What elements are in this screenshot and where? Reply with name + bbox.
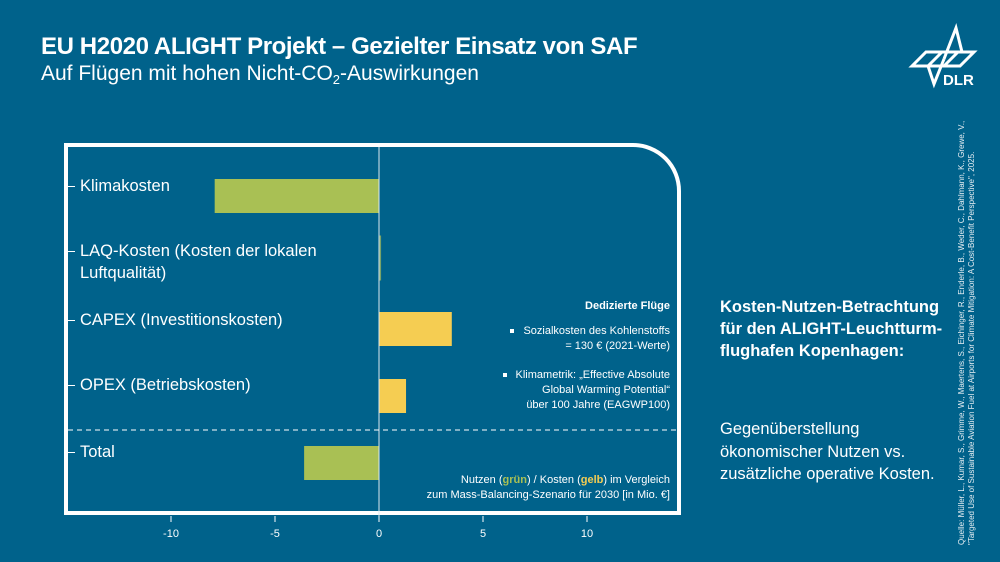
subtitle-text-end: -Auswirkungen [340, 62, 479, 85]
legend-bullet-1: Sozialkosten des Kohlenstoffs = 130 € (2… [510, 324, 670, 354]
category-label: Total [80, 443, 115, 461]
x-tick-label: 0 [375, 528, 383, 540]
category-label: Klimakosten [80, 177, 170, 195]
category-label: LAQ-Kosten (Kosten der lokalen Luftqualit… [80, 242, 317, 282]
dlr-logo-icon [908, 23, 978, 89]
x-tick-label: -10 [163, 528, 179, 540]
bullet-icon [510, 329, 515, 334]
side-panel-body: Gegenüberstellung ökonomischer Nutzen vs… [720, 420, 935, 483]
subtitle-subscript: 2 [332, 72, 341, 87]
bar-4 [304, 446, 379, 480]
x-tick-label: 10 [580, 528, 594, 540]
category-label: OPEX (Betriebskosten) [80, 376, 251, 394]
legend-bullet-2: Klimametrik: „Effective Absolute Global … [502, 368, 670, 413]
bullet-icon [502, 373, 507, 378]
bar-3 [379, 379, 407, 413]
page-title: EU H2020 ALIGHT Projekt – Gezielter Eins… [41, 33, 638, 60]
caption-yellow-word: gelb [580, 474, 604, 486]
y-tick-mark [66, 251, 75, 252]
chart-caption: Nutzen (grün) / Kosten (gelb) im Verglei… [426, 474, 670, 501]
bar-1 [379, 235, 382, 281]
caption-green-word: grün [502, 474, 527, 486]
category-label: CAPEX (Investitionskosten) [80, 311, 283, 329]
legend-heading: Dedizierte Flüge [585, 300, 670, 312]
bar-2 [379, 312, 452, 346]
dlr-logo-text: DLR [943, 72, 974, 89]
y-tick-mark [66, 320, 75, 321]
side-panel-heading: Kosten-Nutzen-Betrachtung für den ALIGHT… [720, 298, 943, 360]
x-tick-label: 5 [479, 528, 487, 540]
chart-frame [64, 143, 681, 515]
subtitle-text: Auf Flügen mit hohen Nicht-CO [41, 62, 333, 85]
x-tick-label: -5 [270, 528, 280, 540]
y-tick-mark [66, 186, 75, 187]
page-subtitle: Auf Flügen mit hohen Nicht-CO2-Auswirkun… [41, 62, 479, 87]
bar-0 [214, 179, 379, 213]
y-tick-mark [66, 452, 75, 453]
y-tick-mark [66, 385, 75, 386]
